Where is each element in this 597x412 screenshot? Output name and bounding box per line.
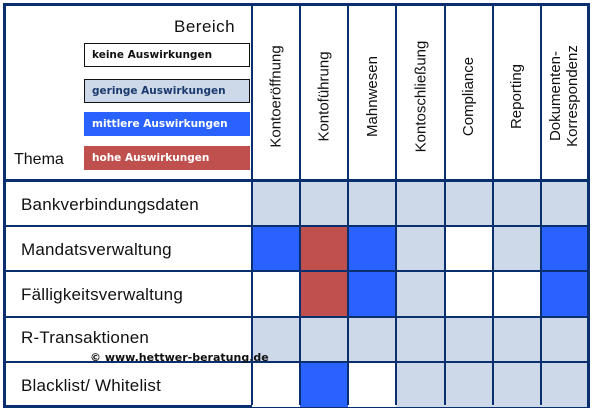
row-label: Blacklist/ Whitelist	[21, 376, 162, 395]
legend-item-4: hohe Auswirkungen	[84, 146, 250, 170]
column-separator	[395, 6, 397, 405]
column-header: Kontoführung	[300, 12, 348, 180]
row-separator	[6, 361, 587, 363]
row-separator	[6, 225, 587, 227]
column-separator	[444, 6, 446, 405]
legend-item-label: keine Auswirkungen	[92, 49, 213, 61]
matrix-cell	[252, 362, 300, 407]
matrix-cell	[493, 317, 541, 362]
matrix-cell	[300, 181, 348, 226]
matrix-cell	[445, 181, 493, 226]
row-label: Mandatsverwaltung	[21, 240, 172, 259]
matrix-cell	[541, 271, 587, 317]
matrix-cell	[396, 226, 445, 271]
column-header: Kontoeröffnung	[252, 12, 300, 180]
matrix-cell	[300, 226, 348, 271]
legend-item-label: geringe Auswirkungen	[92, 85, 226, 97]
legend-item-2: geringe Auswirkungen	[84, 79, 250, 103]
matrix-cell	[445, 271, 493, 317]
matrix-cell	[252, 317, 300, 362]
row-label: Fälligkeitsverwaltung	[21, 285, 183, 304]
column-header-label: Reporting	[508, 63, 526, 129]
matrix-cell	[252, 271, 300, 317]
matrix-cell	[493, 181, 541, 226]
matrix-cell	[396, 181, 445, 226]
matrix-cell	[396, 317, 445, 362]
bereich-label: Bereich	[174, 17, 236, 36]
matrix-cell	[541, 181, 587, 226]
matrix-cell	[300, 271, 348, 317]
matrix-cell	[348, 362, 396, 407]
column-header-label: Kontoschließung	[412, 40, 429, 152]
copyright-note: © www.hettwer-beratung.de	[90, 351, 269, 364]
column-separator	[540, 6, 542, 405]
row-separator	[6, 270, 587, 272]
matrix-cell	[300, 317, 348, 362]
column-header: Kontoschließung	[396, 12, 445, 180]
column-header-label: Kontoführung	[315, 50, 333, 142]
matrix-cell	[348, 181, 396, 226]
matrix-cell	[493, 226, 541, 271]
column-header: Reporting	[493, 12, 541, 180]
matrix-cell	[252, 181, 300, 226]
column-header-label: Mahnwesen	[363, 55, 381, 137]
matrix-cell	[252, 226, 300, 271]
legend-item-1: keine Auswirkungen	[84, 43, 250, 67]
column-separator	[492, 6, 494, 405]
column-header-label: Dokumenten- Korrespondenz	[547, 45, 582, 147]
legend-item-label: mittlere Auswirkungen	[92, 118, 228, 130]
column-separator	[251, 6, 253, 405]
impact-matrix: Bereich Thema keine Auswirkungen geringe …	[3, 3, 590, 408]
row-label: Bankverbindungsdaten	[21, 195, 199, 214]
matrix-cell	[541, 317, 587, 362]
matrix-cell	[348, 271, 396, 317]
matrix-cell	[493, 271, 541, 317]
matrix-cell	[445, 317, 493, 362]
column-header: Compliance	[445, 12, 493, 180]
column-separator	[299, 6, 301, 405]
matrix-cell	[396, 271, 445, 317]
column-header: Mahnwesen	[348, 12, 396, 180]
matrix-cell	[445, 362, 493, 407]
column-header-label: Compliance	[460, 56, 478, 136]
legend-item-label: hohe Auswirkungen	[92, 152, 210, 164]
row-separator	[6, 316, 587, 318]
matrix-cell	[493, 362, 541, 407]
legend-item-3: mittlere Auswirkungen	[84, 112, 250, 136]
column-header: Dokumenten- Korrespondenz	[541, 12, 587, 180]
matrix-cell	[348, 317, 396, 362]
row-label: R-Transaktionen	[21, 328, 150, 347]
header-separator	[6, 179, 587, 182]
matrix-cell	[300, 362, 348, 407]
matrix-cell	[541, 362, 587, 407]
matrix-cell	[445, 226, 493, 271]
matrix-cell	[396, 362, 445, 407]
matrix-cell	[541, 226, 587, 271]
thema-label: Thema	[14, 151, 64, 168]
column-separator	[347, 6, 349, 405]
matrix-cell	[348, 226, 396, 271]
column-header-label: Kontoeröffnung	[267, 44, 285, 148]
